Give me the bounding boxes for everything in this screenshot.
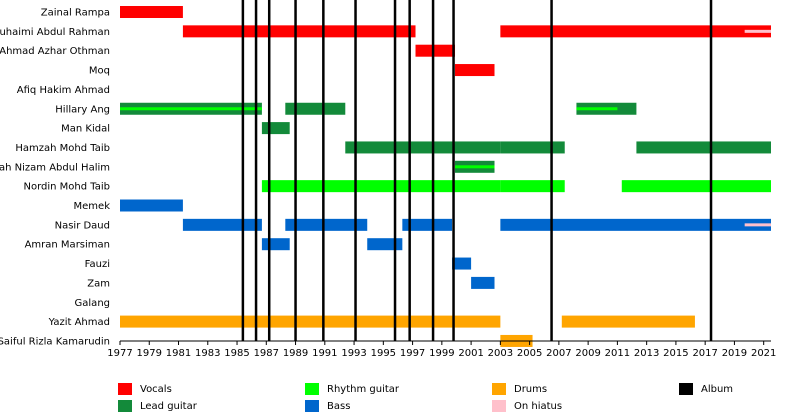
legend-item-rhythm-guitar: Rhythm guitar: [305, 382, 399, 396]
member-label-nordin-mohd-taib: Nordin Mohd Taib: [24, 182, 111, 193]
x-axis: 1977 1979 1981 1983 1985 1987 1989 1991 1993 1995…: [107, 340, 776, 359]
x-tick-label: 2009: [575, 348, 600, 359]
album-lines: [241, 0, 713, 341]
bar-hillary-ang-lead-guitar: [285, 102, 346, 115]
overlay-hillary-ang-rhythm-guitar: [120, 107, 262, 111]
x-tick-label: 1993: [341, 348, 366, 359]
bar-zainal-rampa-vocals: [120, 6, 183, 18]
legend-swatch-lead-guitar: [118, 400, 132, 412]
x-tick-label: 1987: [254, 348, 279, 359]
overlay-shah-nizam-abdul-halim-rhythm-guitar: [455, 165, 495, 169]
member-label-afiq-hakim-ahmad: Afiq Hakim Ahmad: [17, 85, 110, 96]
bar-man-kidal-lead-guitar: [261, 122, 290, 135]
bar-hamzah-mohd-taib-lead-guitar: [636, 141, 771, 154]
x-tick-label: 1981: [166, 348, 191, 359]
x-tick-label: 2015: [663, 348, 688, 359]
x-tick-label: 1997: [400, 348, 425, 359]
x-tick-label: 2001: [458, 348, 483, 359]
member-label-zainal-rampa: Zainal Rampa: [41, 8, 110, 19]
legend-item-lead-guitar: Lead guitar: [118, 399, 197, 413]
legend-swatch-vocals: [118, 383, 132, 395]
bar-moq-vocals: [455, 64, 495, 77]
bar-memek-bass: [120, 199, 183, 212]
overlay-nasir-daud-hiatus: [744, 223, 771, 227]
member-labels: Zainal Rampa Suhaimi Abdul Rahman Ahmad Az…: [0, 8, 110, 348]
x-tick-label: 1989: [283, 348, 308, 359]
bar-nasir-daud-bass: [402, 218, 453, 231]
bar-hamzah-mohd-taib-lead-guitar: [345, 141, 501, 154]
legend-label-album: Album: [701, 383, 734, 395]
x-tick-label: 2013: [634, 348, 659, 359]
bar-nordin-mohd-taib-rhythm-guitar: [500, 180, 565, 193]
x-tick-label: 2003: [488, 348, 513, 359]
x-tick-label: 2019: [722, 348, 747, 359]
x-tick-label: 2017: [692, 348, 717, 359]
legend-item-vocals: Vocals: [118, 382, 172, 396]
x-tick-label: 2011: [605, 348, 630, 359]
legend-swatch-album: [679, 383, 693, 395]
legend-swatch-rhythm-guitar: [305, 383, 319, 395]
legend-swatch-bass: [305, 400, 319, 412]
legend-item-drums: Drums: [492, 382, 547, 396]
member-label-man-kidal: Man Kidal: [61, 124, 110, 135]
x-tick-label: 2005: [517, 348, 542, 359]
bar-nasir-daud-bass: [182, 218, 262, 231]
member-label-suhaimi-abdul-rahman: Suhaimi Abdul Rahman: [0, 27, 110, 38]
legend: Vocals Lead guitar Rhythm guitar Bass Dr…: [0, 378, 800, 420]
member-label-zam: Zam: [87, 278, 110, 289]
member-label-hillary-ang: Hillary Ang: [55, 104, 110, 115]
band-timeline-chart: Zainal Rampa Suhaimi Abdul Rahman Ahmad Az…: [0, 0, 776, 359]
legend-label-rhythm-guitar: Rhythm guitar: [327, 383, 400, 395]
bar-suhaimi-abdul-rahman-vocals: [182, 25, 416, 38]
bar-yazit-ahmad-drums: [561, 315, 695, 328]
bar-amran-marsiman-bass: [367, 238, 403, 251]
bar-suhaimi-abdul-rahman-vocals: [500, 25, 771, 38]
bar-yazit-ahmad-drums: [120, 315, 501, 328]
member-label-nasir-daud: Nasir Daud: [55, 220, 110, 231]
bar-ahmad-azhar-othman-vocals: [415, 44, 456, 57]
legend-item-album: Album: [679, 382, 733, 396]
legend-item-bass: Bass: [305, 399, 350, 413]
x-tick-label: 1985: [224, 348, 249, 359]
legend-swatch-on-hiatus: [492, 400, 506, 412]
overlay-suhaimi-abdul-rahman-hiatus: [744, 29, 771, 33]
bar-nordin-mohd-taib-rhythm-guitar: [261, 180, 501, 193]
legend-label-vocals: Vocals: [140, 383, 172, 395]
member-label-shah-nizam-abdul-halim: Shah Nizam Abdul Halim: [0, 162, 110, 173]
legend-label-lead-guitar: Lead guitar: [140, 400, 197, 412]
member-label-saiful-rizla-kamarudin: Saiful Rizla Kamarudin: [0, 336, 110, 347]
bar-amran-marsiman-bass: [261, 238, 290, 251]
member-label-galang: Galang: [75, 298, 110, 309]
legend-item-on-hiatus: On hiatus: [492, 399, 562, 413]
member-label-ahmad-azhar-othman: Ahmad Azhar Othman: [0, 46, 110, 57]
x-tick-label: 1983: [195, 348, 220, 359]
legend-label-bass: Bass: [327, 400, 351, 412]
bar-fauzi-bass: [452, 257, 472, 270]
x-tick-label: 1977: [107, 348, 132, 359]
member-label-hamzah-mohd-taib: Hamzah Mohd Taib: [15, 143, 110, 154]
member-label-amran-marsiman: Amran Marsiman: [25, 240, 110, 251]
legend-swatch-drums: [492, 383, 506, 395]
bar-zam-bass: [471, 276, 495, 289]
x-tick-label: 1979: [137, 348, 162, 359]
member-label-yazit-ahmad: Yazit Ahmad: [48, 317, 110, 328]
member-bars: [120, 6, 771, 347]
bar-nordin-mohd-taib-rhythm-guitar: [621, 180, 771, 193]
overlay-hillary-ang-rhythm-guitar: [576, 107, 618, 111]
bar-hamzah-mohd-taib-lead-guitar: [500, 141, 565, 154]
member-label-moq: Moq: [89, 66, 110, 77]
member-label-memek: Memek: [74, 201, 111, 212]
member-label-fauzi: Fauzi: [85, 259, 110, 270]
x-tick-label: 1991: [312, 348, 337, 359]
x-tick-label: 1999: [429, 348, 454, 359]
legend-label-on-hiatus: On hiatus: [514, 400, 563, 412]
x-tick-label: 1995: [371, 348, 396, 359]
legend-label-drums: Drums: [514, 383, 548, 395]
x-tick-label: 2021: [751, 348, 776, 359]
x-tick-label: 2007: [546, 348, 571, 359]
bar-nasir-daud-bass: [285, 218, 368, 231]
bar-nasir-daud-bass: [500, 218, 771, 231]
